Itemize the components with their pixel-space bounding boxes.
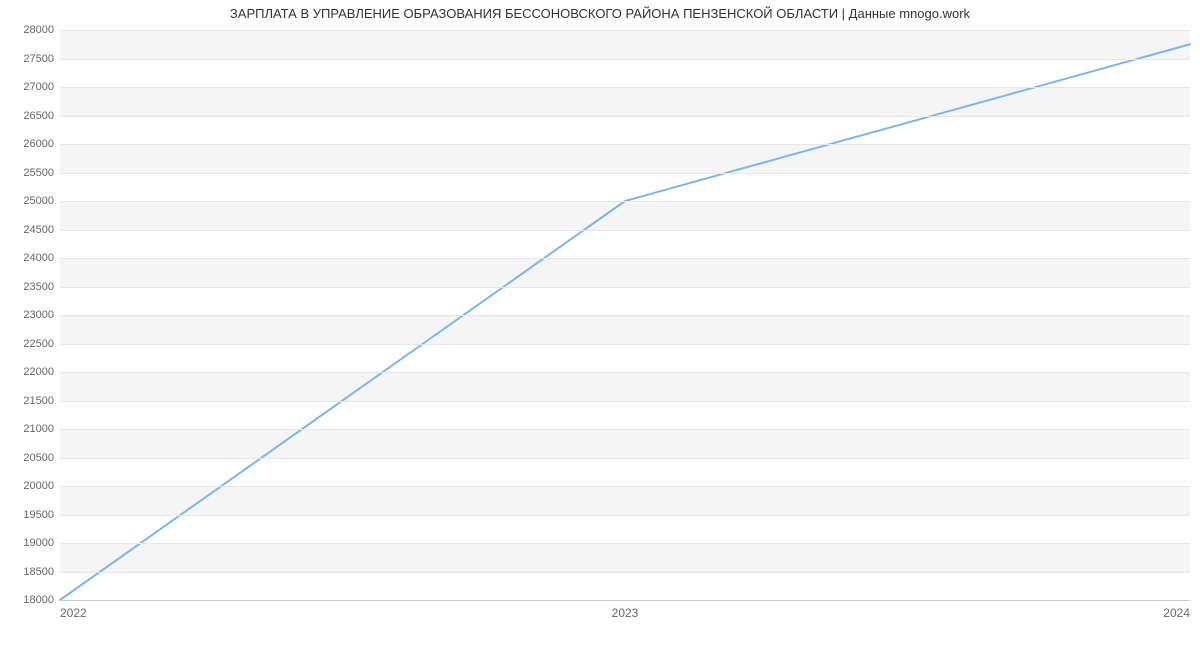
y-gridline bbox=[60, 87, 1190, 88]
y-tick-label: 26000 bbox=[23, 138, 54, 150]
y-tick-label: 28000 bbox=[23, 24, 54, 36]
x-tick-label: 2022 bbox=[60, 606, 87, 620]
y-gridline bbox=[60, 458, 1190, 459]
y-tick-label: 27000 bbox=[23, 81, 54, 93]
y-tick-label: 25000 bbox=[23, 195, 54, 207]
chart-container: ЗАРПЛАТА В УПРАВЛЕНИЕ ОБРАЗОВАНИЯ БЕССОН… bbox=[0, 0, 1200, 650]
y-tick-label: 24000 bbox=[23, 252, 54, 264]
x-tick-label: 2023 bbox=[612, 606, 639, 620]
y-gridline bbox=[60, 543, 1190, 544]
y-gridline bbox=[60, 401, 1190, 402]
plot-area: 1800018500190001950020000205002100021500… bbox=[60, 30, 1190, 600]
y-gridline bbox=[60, 201, 1190, 202]
y-tick-label: 25500 bbox=[23, 167, 54, 179]
y-tick-label: 19000 bbox=[23, 537, 54, 549]
y-tick-label: 27500 bbox=[23, 53, 54, 65]
y-gridline bbox=[60, 486, 1190, 487]
y-gridline bbox=[60, 230, 1190, 231]
y-tick-label: 18000 bbox=[23, 594, 54, 606]
y-tick-label: 21000 bbox=[23, 423, 54, 435]
y-tick-label: 24500 bbox=[23, 224, 54, 236]
y-gridline bbox=[60, 30, 1190, 31]
y-gridline bbox=[60, 515, 1190, 516]
y-gridline bbox=[60, 315, 1190, 316]
y-gridline bbox=[60, 258, 1190, 259]
y-tick-label: 21500 bbox=[23, 395, 54, 407]
y-tick-label: 19500 bbox=[23, 509, 54, 521]
y-gridline bbox=[60, 287, 1190, 288]
y-tick-label: 23000 bbox=[23, 309, 54, 321]
x-tick-label: 2024 bbox=[1163, 606, 1190, 620]
y-gridline bbox=[60, 59, 1190, 60]
y-tick-label: 22500 bbox=[23, 338, 54, 350]
y-gridline bbox=[60, 429, 1190, 430]
y-gridline bbox=[60, 344, 1190, 345]
y-gridline bbox=[60, 116, 1190, 117]
y-tick-label: 20500 bbox=[23, 452, 54, 464]
y-gridline bbox=[60, 144, 1190, 145]
y-gridline bbox=[60, 600, 1190, 601]
y-tick-label: 26500 bbox=[23, 110, 54, 122]
y-tick-label: 22000 bbox=[23, 366, 54, 378]
chart-title: ЗАРПЛАТА В УПРАВЛЕНИЕ ОБРАЗОВАНИЯ БЕССОН… bbox=[0, 6, 1200, 21]
y-gridline bbox=[60, 173, 1190, 174]
y-gridline bbox=[60, 572, 1190, 573]
y-tick-label: 18500 bbox=[23, 566, 54, 578]
y-gridline bbox=[60, 372, 1190, 373]
series-line bbox=[60, 44, 1190, 600]
y-tick-label: 20000 bbox=[23, 480, 54, 492]
y-tick-label: 23500 bbox=[23, 281, 54, 293]
